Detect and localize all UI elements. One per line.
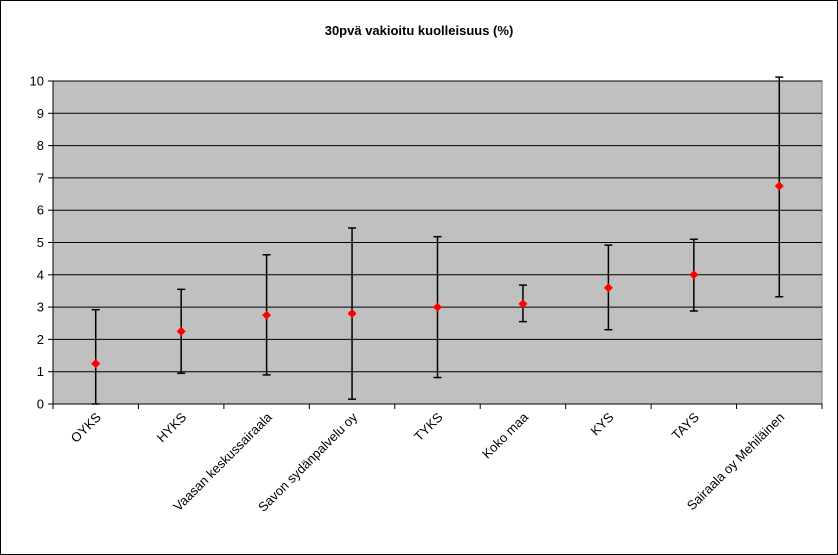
y-tick-label: 9 <box>37 106 44 121</box>
data-point <box>774 181 784 191</box>
x-tick-label: TAYS <box>669 409 702 442</box>
x-tick-label: OYKS <box>68 409 104 445</box>
y-tick-label: 3 <box>37 300 44 315</box>
y-tick-label: 1 <box>37 364 44 379</box>
data-point <box>262 310 272 320</box>
y-tick-label: 0 <box>37 397 44 412</box>
x-tick-label: Sairaala oy Mehiläinen <box>684 410 788 514</box>
data-point <box>91 359 101 369</box>
y-tick-label: 6 <box>37 203 44 218</box>
data-point <box>518 299 528 309</box>
x-tick-label: HYKS <box>154 409 190 445</box>
y-tick-label: 10 <box>30 74 44 89</box>
data-point <box>347 309 357 319</box>
y-tick-label: 7 <box>37 170 44 185</box>
data-point <box>689 270 699 280</box>
x-tick-label: Savon sydänpalvelu oy <box>255 409 361 515</box>
x-tick-label: TYKS <box>411 409 446 444</box>
chart-title: 30pvä vakioitu kuolleisuus (%) <box>324 23 514 38</box>
y-tick-label: 5 <box>37 235 44 250</box>
y-tick-label: 4 <box>37 267 44 282</box>
data-point <box>603 283 613 293</box>
x-tick-label: Koko maa <box>479 409 532 462</box>
data-point <box>433 302 442 312</box>
data-point <box>176 326 186 336</box>
y-tick-label: 2 <box>37 332 44 347</box>
x-tick-label: KYS <box>588 409 617 438</box>
y-tick-label: 8 <box>37 138 44 153</box>
